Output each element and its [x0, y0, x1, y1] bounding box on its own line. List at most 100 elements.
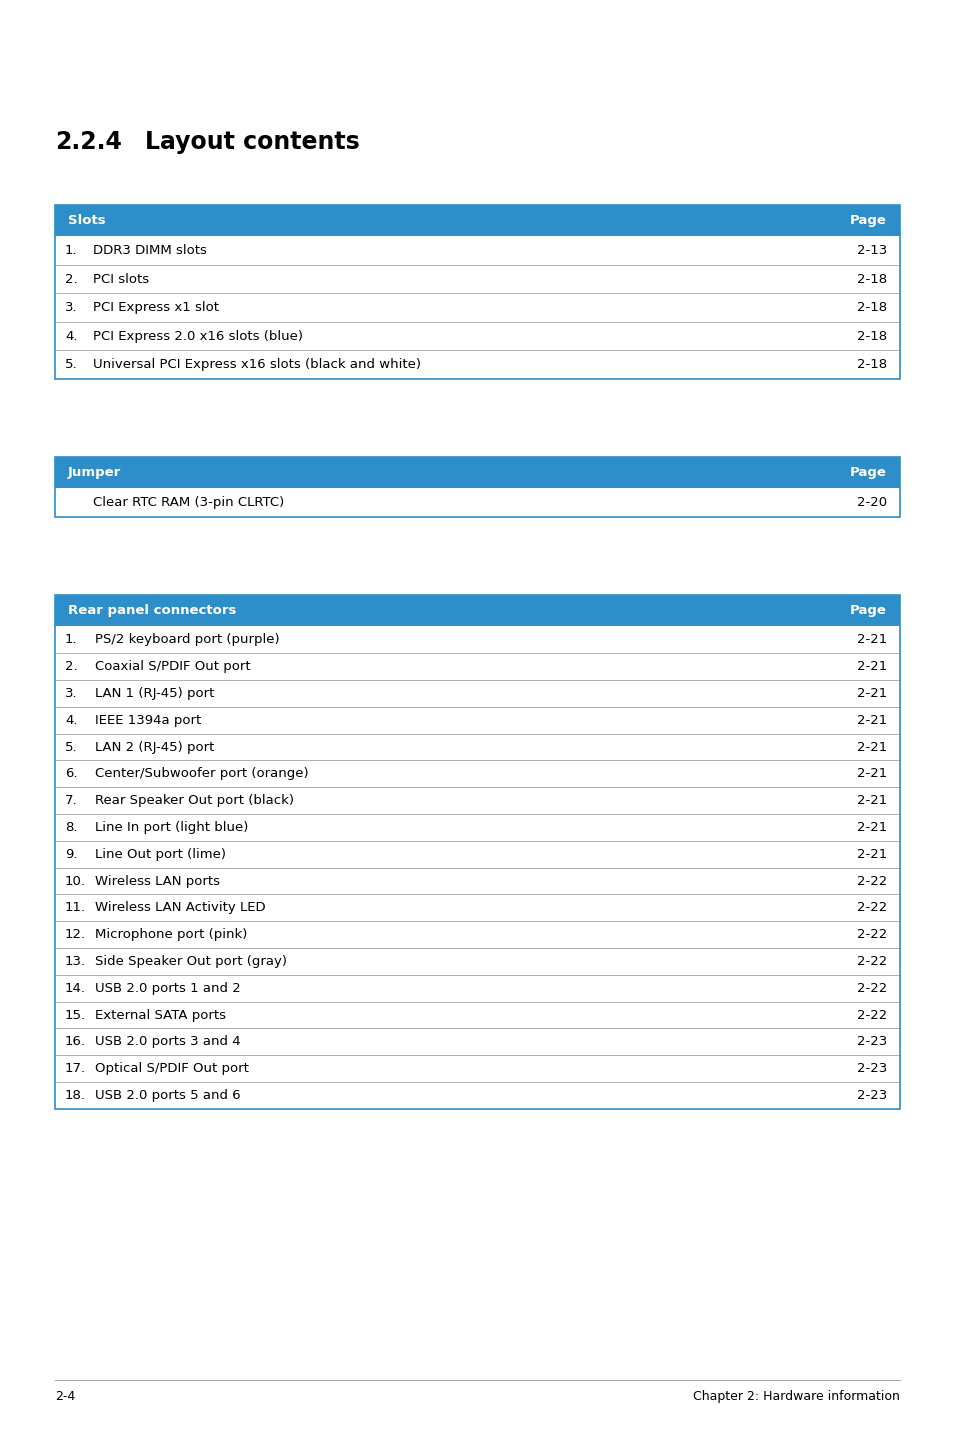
Text: USB 2.0 ports 3 and 4: USB 2.0 ports 3 and 4: [95, 1035, 240, 1048]
Text: Page: Page: [849, 466, 886, 479]
Bar: [55, 787, 899, 814]
Text: Universal PCI Express x16 slots (black and white): Universal PCI Express x16 slots (black a…: [92, 358, 420, 371]
Text: External SATA ports: External SATA ports: [95, 1008, 226, 1021]
Text: 2.: 2.: [65, 273, 77, 286]
Bar: [55, 489, 899, 518]
Text: 2-22: 2-22: [856, 902, 886, 915]
Text: 3.: 3.: [65, 687, 77, 700]
Text: 5.: 5.: [65, 358, 77, 371]
Text: Line In port (light blue): Line In port (light blue): [95, 821, 248, 834]
Text: IEEE 1394a port: IEEE 1394a port: [95, 713, 201, 726]
Bar: [55, 293, 899, 322]
Text: 10.: 10.: [65, 874, 86, 887]
Text: Wireless LAN Activity LED: Wireless LAN Activity LED: [95, 902, 265, 915]
Text: 2-21: 2-21: [856, 687, 886, 700]
Text: 11.: 11.: [65, 902, 86, 915]
Text: 1.: 1.: [65, 244, 77, 257]
Bar: [55, 457, 899, 518]
Bar: [55, 351, 899, 380]
Bar: [55, 733, 899, 761]
Text: 13.: 13.: [65, 955, 86, 968]
Bar: [55, 595, 899, 627]
Bar: [55, 975, 899, 1002]
Text: Page: Page: [849, 604, 886, 617]
Text: PCI Express x1 slot: PCI Express x1 slot: [92, 301, 219, 315]
Text: 4.: 4.: [65, 713, 77, 726]
Bar: [55, 867, 899, 894]
Bar: [55, 236, 899, 265]
Bar: [55, 206, 899, 380]
Bar: [55, 1083, 899, 1109]
Bar: [55, 627, 899, 653]
Text: 2-18: 2-18: [856, 358, 886, 371]
Text: 17.: 17.: [65, 1063, 86, 1076]
Text: 9.: 9.: [65, 848, 77, 861]
Text: LAN 2 (RJ-45) port: LAN 2 (RJ-45) port: [95, 741, 214, 754]
Text: Clear RTC RAM (3-pin CLRTC): Clear RTC RAM (3-pin CLRTC): [92, 496, 284, 509]
Text: 2-21: 2-21: [856, 794, 886, 807]
Text: Rear Speaker Out port (black): Rear Speaker Out port (black): [95, 794, 294, 807]
Text: Page: Page: [849, 214, 886, 227]
Text: 2-22: 2-22: [856, 874, 886, 887]
Text: 14.: 14.: [65, 982, 86, 995]
Text: USB 2.0 ports 5 and 6: USB 2.0 ports 5 and 6: [95, 1089, 240, 1102]
Text: 8.: 8.: [65, 821, 77, 834]
Bar: [55, 595, 899, 1109]
Bar: [55, 841, 899, 867]
Text: 2-23: 2-23: [856, 1089, 886, 1102]
Bar: [55, 265, 899, 293]
Text: Optical S/PDIF Out port: Optical S/PDIF Out port: [95, 1063, 249, 1076]
Bar: [55, 1028, 899, 1055]
Bar: [55, 814, 899, 841]
Text: 2.2.4: 2.2.4: [55, 129, 122, 154]
Text: DDR3 DIMM slots: DDR3 DIMM slots: [92, 244, 207, 257]
Text: 2-20: 2-20: [856, 496, 886, 509]
Text: USB 2.0 ports 1 and 2: USB 2.0 ports 1 and 2: [95, 982, 240, 995]
Bar: [55, 894, 899, 922]
Bar: [55, 1055, 899, 1083]
Text: Slots: Slots: [68, 214, 106, 227]
Text: Coaxial S/PDIF Out port: Coaxial S/PDIF Out port: [95, 660, 251, 673]
Text: 2-18: 2-18: [856, 273, 886, 286]
Bar: [55, 707, 899, 733]
Bar: [55, 653, 899, 680]
Text: Center/Subwoofer port (orange): Center/Subwoofer port (orange): [95, 768, 309, 781]
Bar: [55, 206, 899, 236]
Text: 2-4: 2-4: [55, 1391, 75, 1403]
Text: PCI Express 2.0 x16 slots (blue): PCI Express 2.0 x16 slots (blue): [92, 329, 303, 342]
Text: 2-23: 2-23: [856, 1063, 886, 1076]
Text: Layout contents: Layout contents: [145, 129, 359, 154]
Text: Jumper: Jumper: [68, 466, 121, 479]
Text: PS/2 keyboard port (purple): PS/2 keyboard port (purple): [95, 633, 279, 647]
Text: 2-21: 2-21: [856, 713, 886, 726]
Text: PCI slots: PCI slots: [92, 273, 149, 286]
Text: Chapter 2: Hardware information: Chapter 2: Hardware information: [693, 1391, 899, 1403]
Text: 2-22: 2-22: [856, 928, 886, 942]
Text: 2-23: 2-23: [856, 1035, 886, 1048]
Text: 2-22: 2-22: [856, 955, 886, 968]
Text: 2-18: 2-18: [856, 301, 886, 315]
Bar: [55, 761, 899, 787]
Text: Microphone port (pink): Microphone port (pink): [95, 928, 247, 942]
Text: 2-22: 2-22: [856, 1008, 886, 1021]
Bar: [55, 680, 899, 707]
Text: 12.: 12.: [65, 928, 86, 942]
Text: 2-21: 2-21: [856, 741, 886, 754]
Bar: [55, 948, 899, 975]
Text: 5.: 5.: [65, 741, 77, 754]
Text: 2-13: 2-13: [856, 244, 886, 257]
Text: 3.: 3.: [65, 301, 77, 315]
Text: 2.: 2.: [65, 660, 77, 673]
Text: Wireless LAN ports: Wireless LAN ports: [95, 874, 220, 887]
Text: Line Out port (lime): Line Out port (lime): [95, 848, 226, 861]
Text: 16.: 16.: [65, 1035, 86, 1048]
Text: 4.: 4.: [65, 329, 77, 342]
Text: 2-21: 2-21: [856, 660, 886, 673]
Text: Rear panel connectors: Rear panel connectors: [68, 604, 236, 617]
Bar: [55, 322, 899, 351]
Text: 6.: 6.: [65, 768, 77, 781]
Bar: [55, 1002, 899, 1028]
Bar: [55, 457, 899, 489]
Text: 2-22: 2-22: [856, 982, 886, 995]
Text: LAN 1 (RJ-45) port: LAN 1 (RJ-45) port: [95, 687, 214, 700]
